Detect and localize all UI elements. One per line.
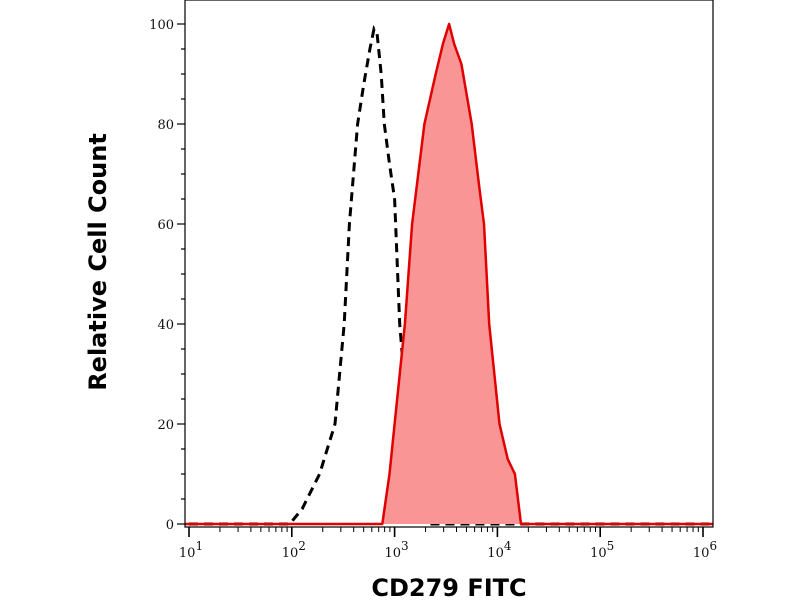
x-tick-exponent: 1	[195, 539, 203, 553]
x-tick-exponent: 6	[709, 539, 717, 553]
x-tick-base: 10	[282, 546, 299, 561]
plot-frame	[184, 0, 714, 528]
x-tick-exponent: 4	[504, 539, 512, 553]
y-tick-label: 100	[149, 18, 174, 33]
series-fill-1	[184, 24, 714, 524]
x-tick-label: 105	[590, 539, 614, 561]
x-tick-exponent: 5	[607, 539, 615, 553]
x-tick-base: 10	[179, 546, 196, 561]
x-tick-base: 10	[385, 546, 402, 561]
x-tick-exponent: 2	[298, 539, 306, 553]
x-tick-base: 10	[590, 546, 607, 561]
x-tick-label: 103	[385, 539, 409, 561]
y-tick-label: 60	[157, 218, 174, 233]
y-tick-label: 20	[157, 418, 174, 433]
plot-area	[184, 22, 714, 526]
y-tick-label: 80	[157, 118, 174, 133]
x-tick-base: 10	[693, 546, 710, 561]
x-tick-label: 102	[282, 539, 306, 561]
y-tick-label: 0	[166, 518, 174, 533]
x-tick-label: 106	[693, 539, 717, 561]
x-tick-label: 104	[487, 539, 512, 561]
y-tick-label: 40	[157, 318, 174, 333]
x-tick-label: 101	[179, 539, 203, 561]
series-dashed-line-0	[189, 25, 714, 526]
x-tick-exponent: 3	[401, 539, 409, 553]
y-axis-title: Relative Cell Count	[84, 133, 112, 391]
series-line-1	[184, 22, 714, 526]
x-axis-title: CD279 FITC	[371, 574, 526, 600]
x-tick-base: 10	[487, 546, 504, 561]
